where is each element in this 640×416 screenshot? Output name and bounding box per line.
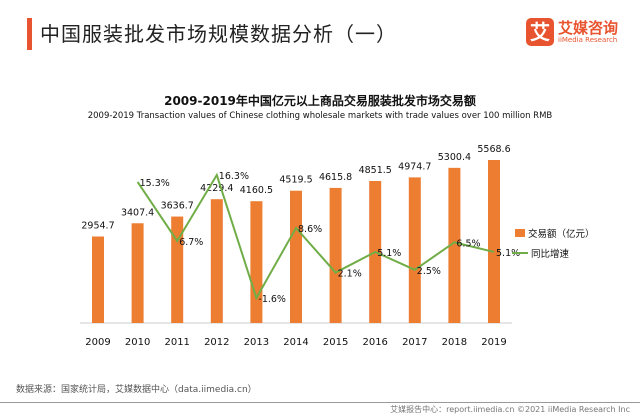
bar-2009 — [92, 236, 104, 323]
x-tick-2013: 2013 — [244, 337, 269, 348]
bar-label-2015: 4615.8 — [319, 172, 352, 183]
x-tick-2011: 2011 — [164, 337, 189, 348]
logo-mark: 艾 — [526, 18, 554, 46]
bar-label-2014: 4519.5 — [279, 175, 312, 186]
copyright: 艾媒报告中心：report.iimedia.cn ©2021 iiMedia R… — [390, 405, 630, 414]
line-label-2018: 6.5% — [456, 238, 480, 249]
bar-2018 — [448, 167, 461, 323]
bar-2015 — [329, 187, 342, 323]
footer-divider — [0, 402, 640, 403]
line-label-2010: 15.3% — [140, 178, 170, 189]
legend-bar-swatch — [515, 229, 525, 237]
bar-label-2012: 4229.4 — [200, 183, 233, 194]
bar-2010 — [131, 223, 144, 323]
bar-label-2013: 4160.5 — [240, 185, 273, 196]
line-label-2015: 2.1% — [338, 269, 362, 280]
line-label-2017: 2.5% — [417, 266, 441, 277]
data-source: 数据来源：国家统计局，艾媒数据中心（data.iimedia.cn） — [16, 385, 257, 395]
line-label-2012: 16.3% — [219, 171, 249, 182]
bar-label-2010: 3407.4 — [121, 207, 154, 218]
bar-2011 — [171, 216, 184, 323]
page-title: 中国服装批发市场规模数据分析（一） — [40, 22, 397, 46]
bar-label-2019: 5568.6 — [477, 144, 510, 155]
x-tick-2010: 2010 — [125, 337, 150, 348]
x-tick-2009: 2009 — [85, 337, 110, 348]
bar-label-2011: 3636.7 — [161, 201, 194, 212]
line-label-2016: 5.1% — [377, 248, 401, 259]
bar-2014 — [290, 190, 302, 323]
line-label-2013: -1.6% — [258, 294, 286, 305]
x-tick-2019: 2019 — [481, 337, 506, 348]
bar-label-2017: 4974.7 — [398, 161, 431, 172]
x-tick-2015: 2015 — [323, 337, 348, 348]
logo-en: iiMedia Research — [558, 36, 618, 44]
legend-line-label: 同比增速 — [531, 248, 570, 260]
x-tick-2016: 2016 — [362, 337, 387, 348]
bar-2012 — [210, 199, 223, 323]
line-label-2011: 6.7% — [179, 237, 203, 248]
chart-subtitle: 2009-2019 Transaction values of Chinese … — [87, 111, 553, 121]
line-label-2014: 8.6% — [298, 224, 322, 235]
x-tick-2017: 2017 — [402, 337, 427, 348]
x-tick-2018: 2018 — [442, 337, 467, 348]
growth-line — [136, 172, 495, 301]
x-tick-2012: 2012 — [204, 337, 229, 348]
logo-cn: 艾媒咨询 — [558, 19, 619, 37]
line-label-2019: 5.1% — [496, 248, 520, 259]
title-accent-bar — [27, 18, 32, 50]
legend-bar-label: 交易额（亿元） — [528, 228, 595, 240]
bar-2019 — [488, 160, 500, 323]
logo: 艾 艾媒咨询 iiMedia Research — [526, 18, 618, 46]
x-tick-2014: 2014 — [283, 337, 308, 348]
bar-2017 — [408, 177, 421, 323]
bar-label-2018: 5300.4 — [438, 152, 471, 163]
bar-label-2016: 4851.5 — [359, 165, 392, 176]
bar-label-2009: 2954.7 — [81, 221, 114, 232]
chart-title: 2009-2019年中国亿元以上商品交易服装批发市场交易额 — [164, 94, 476, 108]
